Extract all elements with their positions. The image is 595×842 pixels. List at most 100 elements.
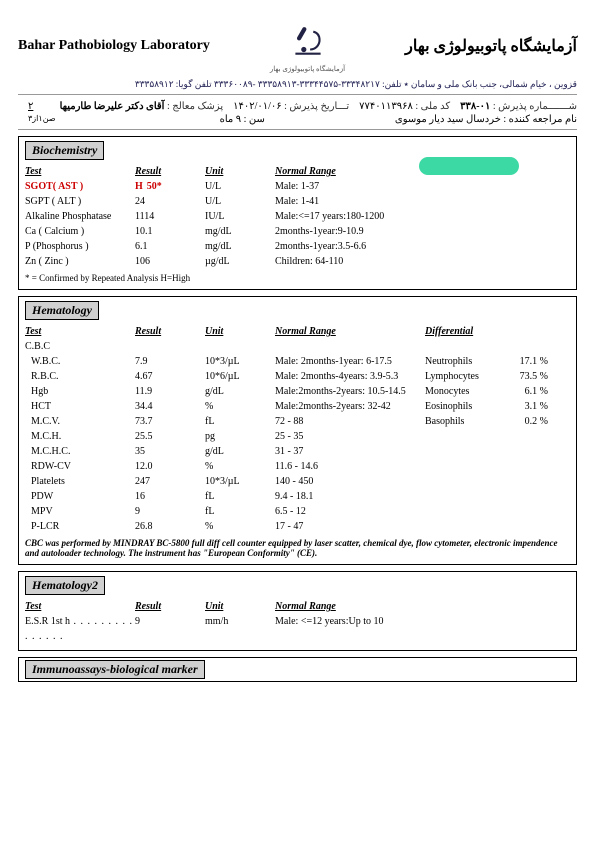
doctor-label: پزشک معالج : [167,101,223,112]
test-result: 4.67 [135,369,205,384]
nat-id-label: کد ملی : [415,101,450,112]
test-unit: fL [205,489,275,504]
hematology2-panel: Hematology2 Test Result Unit Normal Rang… [18,571,577,651]
test-range: 2months-1year:3.5-6.6 [275,239,425,254]
diff-value: 73.5 % [503,369,548,384]
hema-row: M.C.V.73.7fL72 - 88Basophils0.2 % [25,414,570,429]
col-test: Test [25,599,135,614]
hema-rows: W.B.C.7.910*3/µLMale: 2months-1year: 6-1… [25,354,570,534]
diff-label: Neutrophils [425,354,503,369]
test-range: 25 - 35 [275,429,425,444]
test-unit: mm/h [205,614,275,644]
bio-footnote: * = Confirmed by Repeated Analysis H=Hig… [25,273,570,283]
col-unit: Unit [205,324,275,339]
patient-name: خردسال سید دیار موسوی [395,114,501,125]
diff-label: Eosinophils [425,399,503,414]
test-range: Children: 64-110 [275,254,425,269]
test-result: 12.0 [135,459,205,474]
test-range: 9.4 - 18.1 [275,489,425,504]
diff-label: Lymphocytes [425,369,503,384]
col-range: Normal Range [275,324,425,339]
test-name: RDW-CV [31,459,135,474]
test-range: 17 - 47 [275,519,425,534]
test-name: SGPT ( ALT ) [25,194,135,209]
logo-caption: آزمایشگاه پاتوبیولوژی بهار [268,65,348,73]
col-unit: Unit [205,599,275,614]
test-name: Ca ( Calcium ) [25,224,135,239]
test-range: 2months-1year:9-10.9 [275,224,425,239]
test-unit: g/dL [205,384,275,399]
hema-row: Hgb11.9g/dLMale:2months-2years: 10.5-14.… [25,384,570,399]
col-test: Test [25,324,135,339]
test-result: 9 [135,614,205,644]
biochemistry-title: Biochemistry [25,141,104,160]
test-range: 72 - 88 [275,414,425,429]
lab-name-fa: آزمایشگاه پاتوبیولوژی بهار [405,36,577,56]
test-unit: mg/dL [205,224,275,239]
bio-row: Alkaline Phosphatase1114IU/LMale:<=17 ye… [25,209,570,224]
test-result: 9 [135,504,205,519]
patient-row-1: شـــــــماره پذیرش : ۰۱-۳۳۸ کد ملی : ۷۷۴… [18,95,577,114]
test-name: Hgb [31,384,135,399]
test-unit: U/L [205,194,275,209]
test-name: E.S.R 1st h [25,614,135,644]
test-range: 6.5 - 12 [275,504,425,519]
test-unit: fL [205,414,275,429]
diff-value: 17.1 % [503,354,548,369]
test-unit: % [205,399,275,414]
test-result: H50* [135,179,205,194]
test-range: 140 - 450 [275,474,425,489]
test-unit: pg [205,429,275,444]
bio-rows: SGOT( AST )H50*U/LMale: 1-37SGPT ( ALT )… [25,179,570,269]
hematology-title: Hematology [25,301,99,320]
col-result: Result [135,164,205,179]
page-number: ۲ [28,101,33,112]
bio-row: Ca ( Calcium )10.1mg/dL2months-1year:9-1… [25,224,570,239]
logo-block: آزمایشگاه پاتوبیولوژی بهار [268,18,348,73]
cbc-row: C.B.C [25,339,570,354]
bio-row: Zn ( Zinc )106µg/dLChildren: 64-110 [25,254,570,269]
hema-row: Platelets24710*3/µL140 - 450 [25,474,570,489]
test-name: R.B.C. [31,369,135,384]
test-result: 247 [135,474,205,489]
test-range: Male: 1-41 [275,194,425,209]
hema-row: RDW-CV12.0%11.6 - 14.6 [25,459,570,474]
test-result: 35 [135,444,205,459]
test-unit: fL [205,504,275,519]
header: Bahar Pathobiology Laboratory آزمایشگاه … [18,18,577,73]
col-range: Normal Range [275,164,425,179]
test-range: 11.6 - 14.6 [275,459,425,474]
cbc-note: CBC was performed by MINDRAY BC-5800 ful… [25,538,570,558]
test-name: Platelets [31,474,135,489]
diff-value: 3.1 % [503,399,548,414]
test-range: Male:2months-2years: 32-42 [275,399,425,414]
test-name: P (Phosphorus ) [25,239,135,254]
col-result: Result [135,324,205,339]
microscope-icon [287,18,329,60]
col-unit: Unit [205,164,275,179]
test-result: 1114 [135,209,205,224]
test-unit: 10*3/µL [205,354,275,369]
diff-value: 6.1 % [503,384,548,399]
test-result: 106 [135,254,205,269]
hema-row: MPV9fL6.5 - 12 [25,504,570,519]
test-unit: 10*3/µL [205,474,275,489]
test-name: M.C.H.C. [31,444,135,459]
name-label: نام مراجعه کننده : [503,114,577,125]
immuno-panel: Immunoassays-biological marker [18,657,577,682]
hema-header: Test Result Unit Normal Range Differenti… [25,324,570,339]
test-result: 25.5 [135,429,205,444]
test-range: Male: 1-37 [275,179,425,194]
test-range: 31 - 37 [275,444,425,459]
test-result: 73.7 [135,414,205,429]
age-label: سن : [244,114,265,125]
test-name: MPV [31,504,135,519]
date-label: تـــاریخ پذیرش : [284,101,349,112]
test-unit: g/dL [205,444,275,459]
test-result: 10.1 [135,224,205,239]
hematology2-title: Hematology2 [25,576,105,595]
hema-row: P-LCR26.8%17 - 47 [25,519,570,534]
test-result: 24 [135,194,205,209]
bio-row: SGOT( AST )H50*U/LMale: 1-37 [25,179,570,194]
col-range: Normal Range [275,599,425,614]
